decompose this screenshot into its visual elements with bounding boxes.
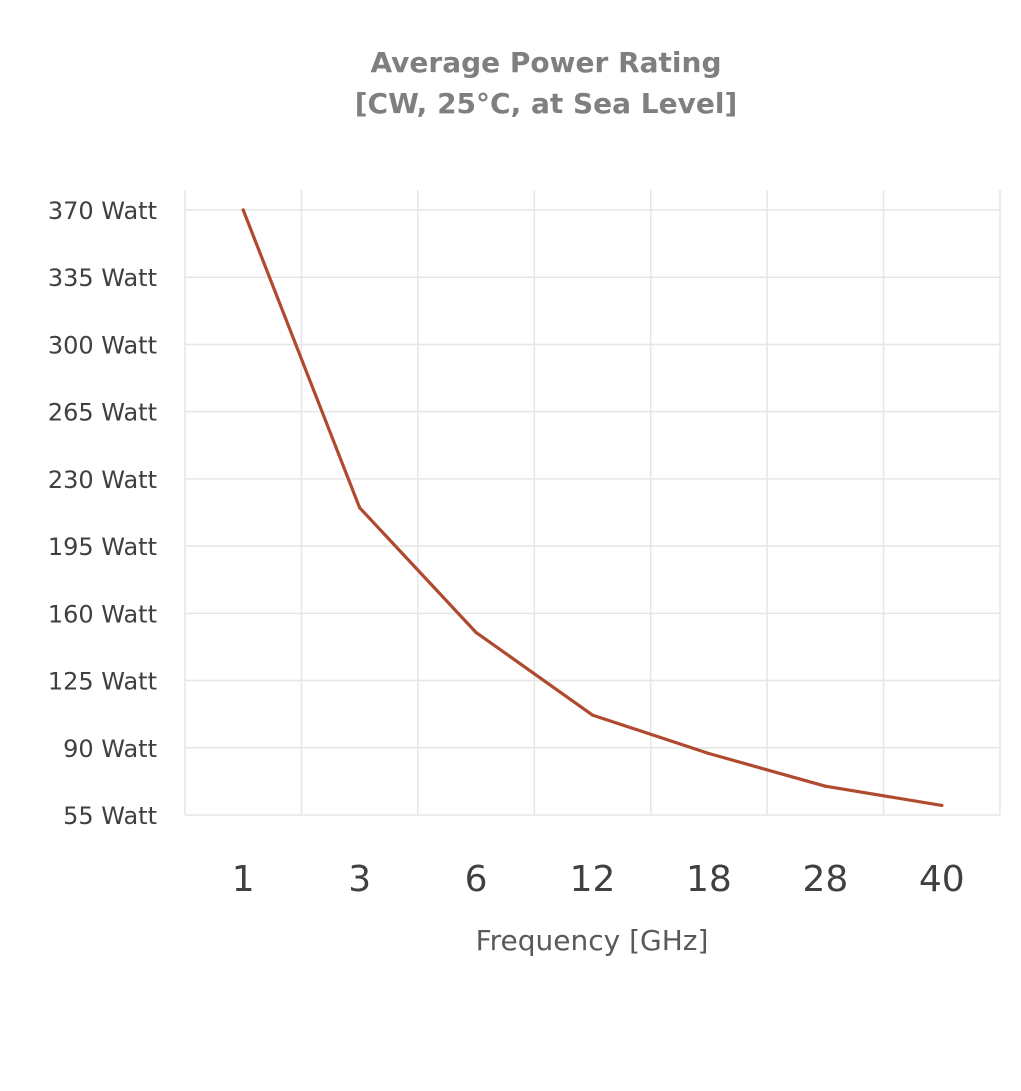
y-axis-tick-labels: 55 Watt 90 Watt 125 Watt 160 Watt 195 Watt 23…	[48, 197, 157, 830]
chart-subtitle: [CW, 25°C, at Sea Level]	[355, 87, 738, 120]
x-axis-tick-labels: 1 3 6 12 18 28 40	[232, 859, 965, 900]
data-point	[823, 784, 827, 788]
y-tick-label: 125 Watt	[48, 668, 157, 696]
data-point	[940, 803, 944, 807]
x-tick-label: 12	[570, 859, 616, 900]
y-tick-label: 230 Watt	[48, 466, 157, 494]
data-point	[358, 506, 362, 510]
y-tick-label: 160 Watt	[48, 600, 157, 628]
x-axis-title: Frequency [GHz]	[476, 924, 709, 957]
y-tick-label: 265 Watt	[48, 399, 157, 427]
data-point	[241, 208, 245, 212]
y-tick-label: 370 Watt	[48, 197, 157, 225]
x-tick-label: 1	[232, 859, 255, 900]
x-tick-label: 6	[465, 859, 488, 900]
grid	[184, 190, 1001, 816]
y-tick-label: 55 Watt	[63, 802, 157, 830]
x-tick-label: 3	[348, 859, 371, 900]
y-tick-label: 90 Watt	[63, 735, 157, 763]
x-tick-label: 18	[686, 859, 732, 900]
x-tick-label: 40	[919, 859, 965, 900]
data-point	[590, 713, 595, 717]
y-tick-label: 300 Watt	[48, 331, 157, 359]
y-tick-label: 335 Watt	[48, 264, 157, 292]
chart-title: Average Power Rating	[371, 46, 722, 79]
data-point	[474, 630, 478, 635]
series-layer	[241, 208, 944, 808]
y-tick-label: 195 Watt	[48, 533, 157, 561]
x-tick-label: 28	[802, 859, 848, 900]
data-point	[707, 751, 711, 756]
